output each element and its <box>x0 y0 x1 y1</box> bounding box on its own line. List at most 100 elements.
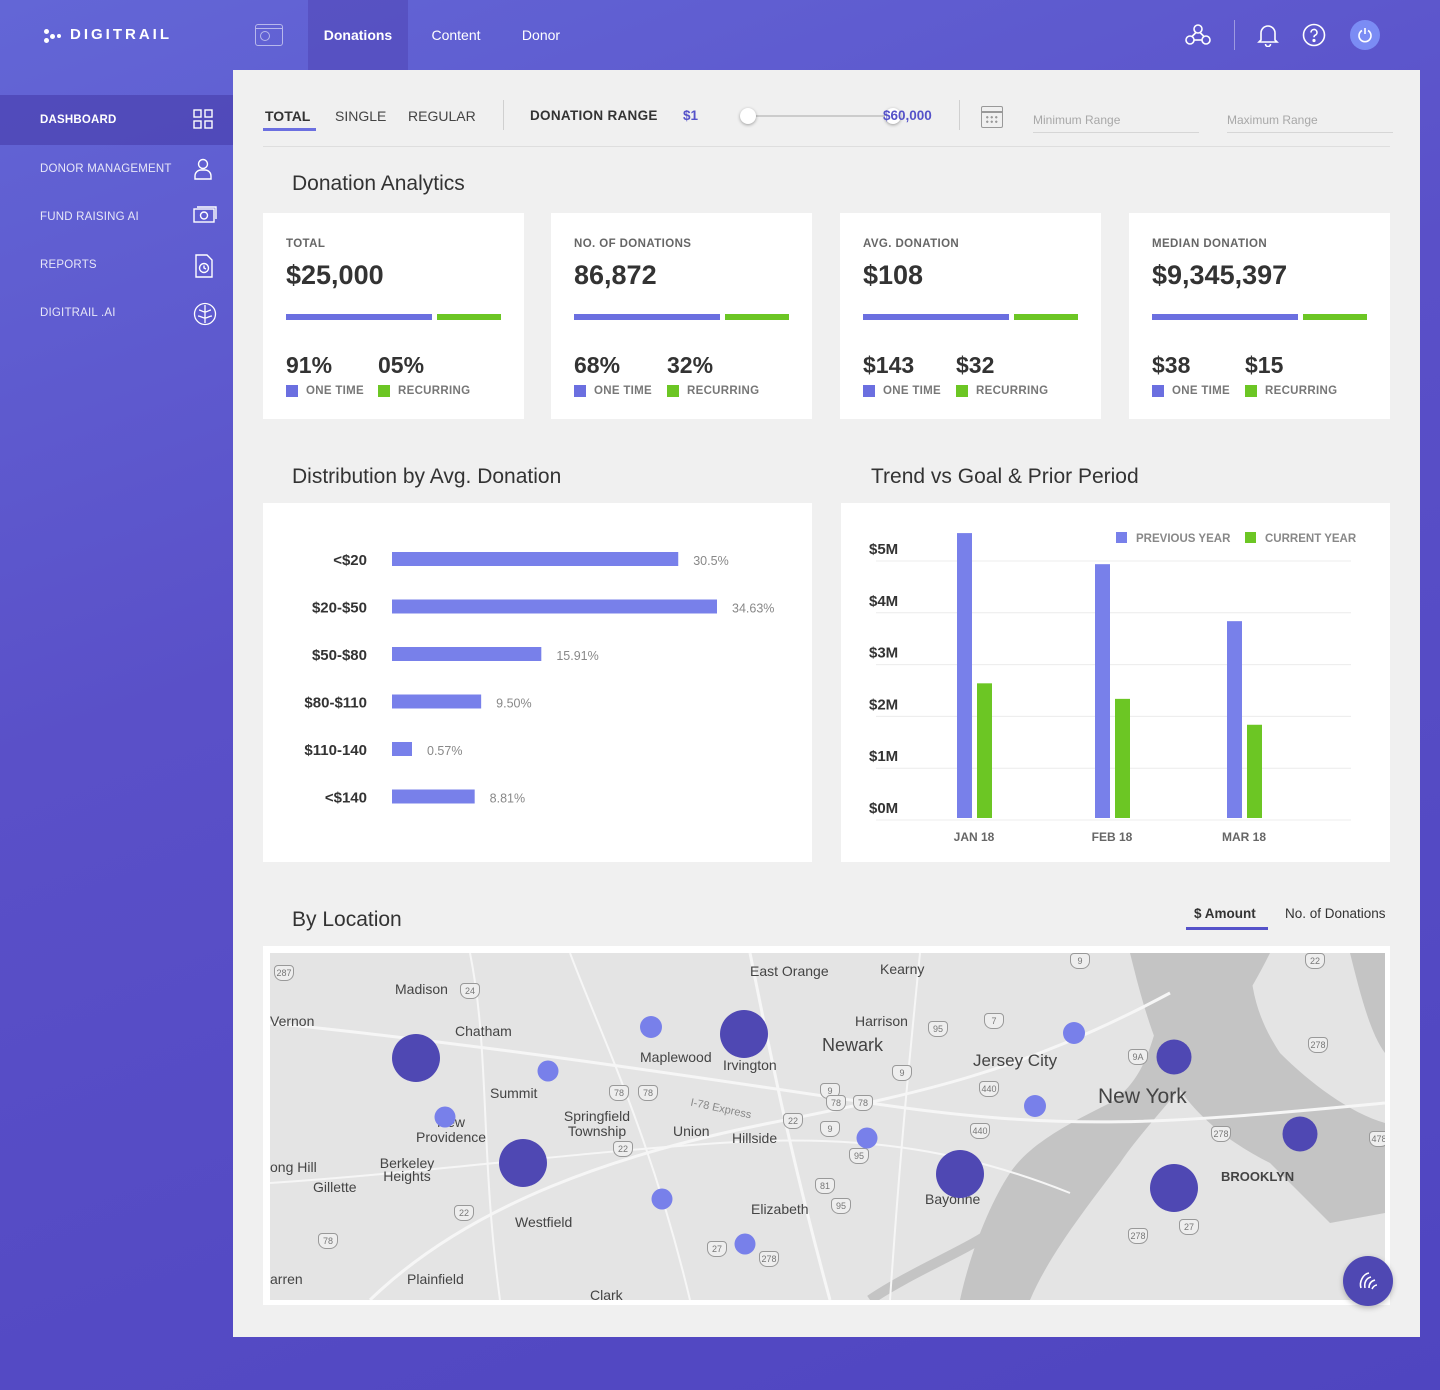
y-tick-label: $3M <box>869 645 898 662</box>
distribution-bar <box>392 647 542 661</box>
brand-logo[interactable]: DIGITRAIL <box>44 26 172 43</box>
recurring-bar <box>1014 314 1078 320</box>
highway-shield: 78 <box>638 1085 658 1101</box>
distribution-bar <box>392 599 717 614</box>
recurring-legend: RECURRING <box>956 385 1048 397</box>
location-bubble[interactable] <box>1282 1116 1318 1152</box>
bell-icon[interactable] <box>1255 22 1281 48</box>
help-icon[interactable] <box>1301 22 1327 48</box>
filter-divider <box>959 100 960 130</box>
range-slider-min-handle[interactable] <box>740 108 756 124</box>
one-time-value: 68% <box>574 352 621 378</box>
recurring-value: 05% <box>378 352 425 378</box>
highway-shield: 440 <box>970 1123 990 1139</box>
location-bubble[interactable] <box>651 1188 673 1210</box>
money-icon <box>193 206 217 228</box>
recurring-legend: RECURRING <box>1245 385 1337 397</box>
distribution-bar <box>392 742 412 756</box>
location-bubble[interactable] <box>392 1034 440 1082</box>
map-place-label: Hillside <box>732 1130 778 1146</box>
tab-donor[interactable]: Donor <box>521 27 561 43</box>
sidebar-item-reports[interactable]: REPORTS <box>0 241 233 289</box>
highway-shield: 81 <box>815 1178 835 1194</box>
radio-icon[interactable] <box>255 24 283 46</box>
location-bubble[interactable] <box>640 1016 662 1038</box>
map-place-label: New York <box>1098 1085 1187 1108</box>
location-bubble[interactable] <box>1156 1039 1192 1075</box>
chat-button[interactable] <box>1343 1256 1393 1306</box>
map-place-label: BROOKLYN <box>1221 1169 1295 1184</box>
recurring-legend: RECURRING <box>667 385 759 397</box>
map-place-label: Elizabeth <box>751 1201 809 1217</box>
stat-value: 86,872 <box>574 260 657 290</box>
trend-bar <box>1095 564 1110 818</box>
distribution-bar <box>392 694 482 709</box>
one-time-bar <box>863 314 1009 320</box>
legend-entry: CURRENT YEAR <box>1245 532 1357 545</box>
tab-content[interactable]: Content <box>431 27 481 43</box>
highway-shield: 22 <box>783 1113 803 1129</box>
sidebar: DASHBOARD DONOR MANAGEMENT FUND RAISING … <box>0 95 233 337</box>
location-bubble[interactable] <box>720 1010 768 1058</box>
grid-icon <box>193 109 215 131</box>
one-time-bar <box>1152 314 1298 320</box>
highway-shield: 7 <box>984 1013 1004 1029</box>
value-label: 15.91% <box>556 649 598 663</box>
filter-tab-regular[interactable]: REGULAR <box>408 108 476 124</box>
location-bubble[interactable] <box>499 1139 547 1187</box>
stat-value: $9,345,397 <box>1152 260 1288 290</box>
x-tick-label: MAR 18 <box>1222 830 1266 844</box>
one-time-legend: ONE TIME <box>1152 385 1230 397</box>
toggle-no-of-donations[interactable]: No. of Donations <box>1285 906 1386 921</box>
range-min-value: $1 <box>683 108 699 123</box>
distribution-bar <box>392 789 475 804</box>
location-bubble[interactable] <box>434 1106 456 1128</box>
map-place-label: Union <box>673 1123 710 1139</box>
location-bubble[interactable] <box>1150 1164 1198 1212</box>
range-slider-track[interactable] <box>747 115 893 117</box>
calendar-icon[interactable] <box>981 106 1003 128</box>
stat-card-total: TOTAL $25,000 91% 05% ONE TIME RECURRING <box>263 213 524 419</box>
sidebar-item-donor-management[interactable]: DONOR MANAGEMENT <box>0 145 233 193</box>
filter-tab-single[interactable]: SINGLE <box>335 108 387 124</box>
highway-shield: 78 <box>826 1095 846 1111</box>
sidebar-item-label: DONOR MANAGEMENT <box>40 163 172 175</box>
range-slider-max-handle[interactable] <box>885 108 901 124</box>
highway-shield: 95 <box>849 1148 869 1164</box>
range-max-value: $60,000 <box>883 108 932 123</box>
map-place-label: Jersey City <box>973 1051 1058 1070</box>
sidebar-item-digitrail-ai[interactable]: DIGITRAIL .AI <box>0 289 233 337</box>
filter-tab-indicator <box>263 128 316 131</box>
value-label: 0.57% <box>427 744 462 758</box>
filter-bar: TOTAL SINGLE REGULAR DONATION RANGE $1 $… <box>263 70 1393 147</box>
sidebar-item-dashboard[interactable]: DASHBOARD <box>0 95 233 145</box>
toggle-amount[interactable]: $ Amount <box>1194 906 1256 921</box>
highway-shield: 22 <box>613 1141 633 1157</box>
location-bubble[interactable] <box>734 1233 756 1255</box>
highway-shield: 78 <box>853 1095 873 1111</box>
one-time-bar <box>286 314 432 320</box>
trend-chart-card: $0M $1M $2M $3M $4M $5M PREVIOUS YEAR CURRENT Y… <box>841 503 1390 862</box>
sidebar-item-fund-raising-ai[interactable]: FUND RAISING AI <box>0 193 233 241</box>
maximum-range-input[interactable] <box>1227 107 1393 133</box>
location-bubble[interactable] <box>1024 1095 1046 1117</box>
tab-donations[interactable]: Donations <box>308 0 408 70</box>
legend-label: CURRENT YEAR <box>1265 533 1357 545</box>
power-icon[interactable] <box>1350 20 1380 50</box>
location-bubble[interactable] <box>936 1150 984 1198</box>
minimum-range-input[interactable] <box>1033 107 1199 133</box>
filter-tab-total[interactable]: TOTAL <box>265 108 311 124</box>
recurring-value: 32% <box>667 352 714 378</box>
location-bubble[interactable] <box>537 1060 559 1082</box>
map-place-label: Summit <box>490 1085 538 1101</box>
legend-swatch <box>1245 532 1256 543</box>
location-map[interactable]: East Orange Kearny Madison Vernon Chatham Har… <box>270 953 1385 1300</box>
location-bubble[interactable] <box>856 1127 878 1149</box>
location-bubble[interactable] <box>1063 1022 1085 1044</box>
logo-icon <box>44 27 64 43</box>
network-icon[interactable] <box>1185 22 1211 48</box>
recurring-bar <box>1303 314 1367 320</box>
highway-shield: 9 <box>1070 953 1090 969</box>
stat-label: AVG. DONATION <box>863 238 960 250</box>
category-label: $20-$50 <box>312 600 367 617</box>
